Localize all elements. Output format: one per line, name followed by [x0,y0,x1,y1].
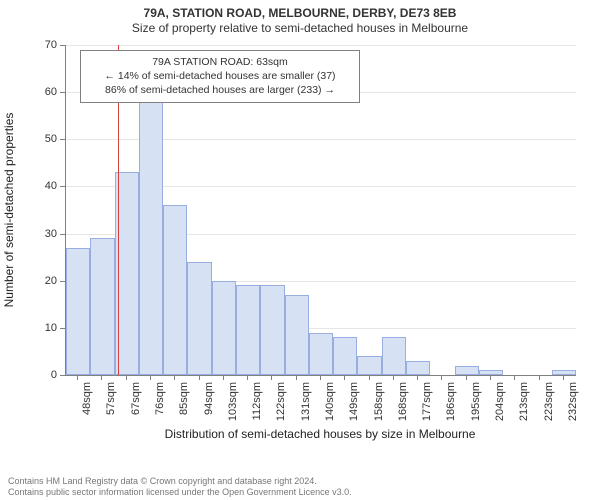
x-tick [101,375,102,380]
x-tick [490,375,491,380]
x-tick [223,375,224,380]
x-tick [441,375,442,380]
x-axis-title: Distribution of semi-detached houses by … [65,427,575,441]
y-tick [60,234,65,235]
attribution-footer: Contains HM Land Registry data © Crown c… [8,476,592,499]
histogram-bar [357,356,381,375]
x-tick-label: 85sqm [178,382,190,415]
y-tick-label: 0 [0,369,57,381]
y-tick [60,328,65,329]
x-tick-label: 57sqm [105,382,117,415]
x-tick [514,375,515,380]
x-tick [466,375,467,380]
x-tick-label: 112sqm [251,382,263,420]
y-tick [60,281,65,282]
histogram-bar [66,248,90,375]
x-tick [417,375,418,380]
x-tick-label: 131sqm [300,382,312,421]
histogram-bar [212,281,236,375]
y-tick [60,139,65,140]
x-tick-label: 122sqm [275,382,287,421]
x-tick-label: 223sqm [543,382,555,421]
chart-area: 01020304050607048sqm57sqm67sqm76sqm85sqm… [0,0,600,500]
x-tick [539,375,540,380]
histogram-bar [406,361,430,375]
x-tick-label: 48sqm [81,382,93,415]
x-tick [320,375,321,380]
histogram-bar [187,262,211,375]
x-tick-label: 94sqm [203,382,215,415]
y-tick [60,375,65,376]
x-tick [271,375,272,380]
x-tick-label: 186sqm [445,382,457,421]
y-tick [60,92,65,93]
y-tick [60,186,65,187]
x-tick-label: 232sqm [567,382,579,421]
histogram-bar [309,333,333,375]
histogram-bar [552,370,576,375]
annotation-line: 86% of semi-detached houses are larger (… [87,83,353,97]
x-tick-label: 213sqm [518,382,530,421]
x-tick [150,375,151,380]
x-tick [77,375,78,380]
y-tick-label: 70 [0,39,57,51]
x-tick-label: 149sqm [348,382,360,421]
annotation-line: ← 14% of semi-detached houses are smalle… [87,69,353,83]
x-tick [247,375,248,380]
x-tick-label: 158sqm [373,382,385,421]
x-tick [126,375,127,380]
footer-line-2: Contains public sector information licen… [8,487,592,498]
x-tick [199,375,200,380]
histogram-bar [285,295,309,375]
x-tick [393,375,394,380]
histogram-bar [333,337,357,375]
gridline [66,45,576,46]
x-tick-label: 140sqm [324,382,336,421]
histogram-bar [139,102,163,375]
y-tick [60,45,65,46]
x-tick [296,375,297,380]
histogram-bar [260,285,284,375]
histogram-bar [382,337,406,375]
x-tick [344,375,345,380]
annotation-line: 79A STATION ROAD: 63sqm [87,55,353,69]
footer-line-1: Contains HM Land Registry data © Crown c… [8,476,592,487]
histogram-bar [163,205,187,375]
x-tick [174,375,175,380]
histogram-bar [90,238,114,375]
x-tick-label: 168sqm [397,382,409,421]
x-tick [563,375,564,380]
x-tick-label: 177sqm [421,382,433,421]
annotation-box: 79A STATION ROAD: 63sqm← 14% of semi-det… [80,50,360,103]
y-tick-label: 10 [0,322,57,334]
x-tick-label: 103sqm [227,382,239,421]
y-axis-title: Number of semi-detached properties [2,113,16,308]
y-tick-label: 60 [0,86,57,98]
x-tick [369,375,370,380]
x-tick-label: 195sqm [470,382,482,421]
histogram-bar [455,366,479,375]
figure: { "titles": { "line1": "79A, STATION ROA… [0,0,600,500]
histogram-bar [236,285,260,375]
x-tick-label: 76sqm [154,382,166,415]
x-tick-label: 204sqm [494,382,506,421]
x-tick-label: 67sqm [130,382,142,415]
